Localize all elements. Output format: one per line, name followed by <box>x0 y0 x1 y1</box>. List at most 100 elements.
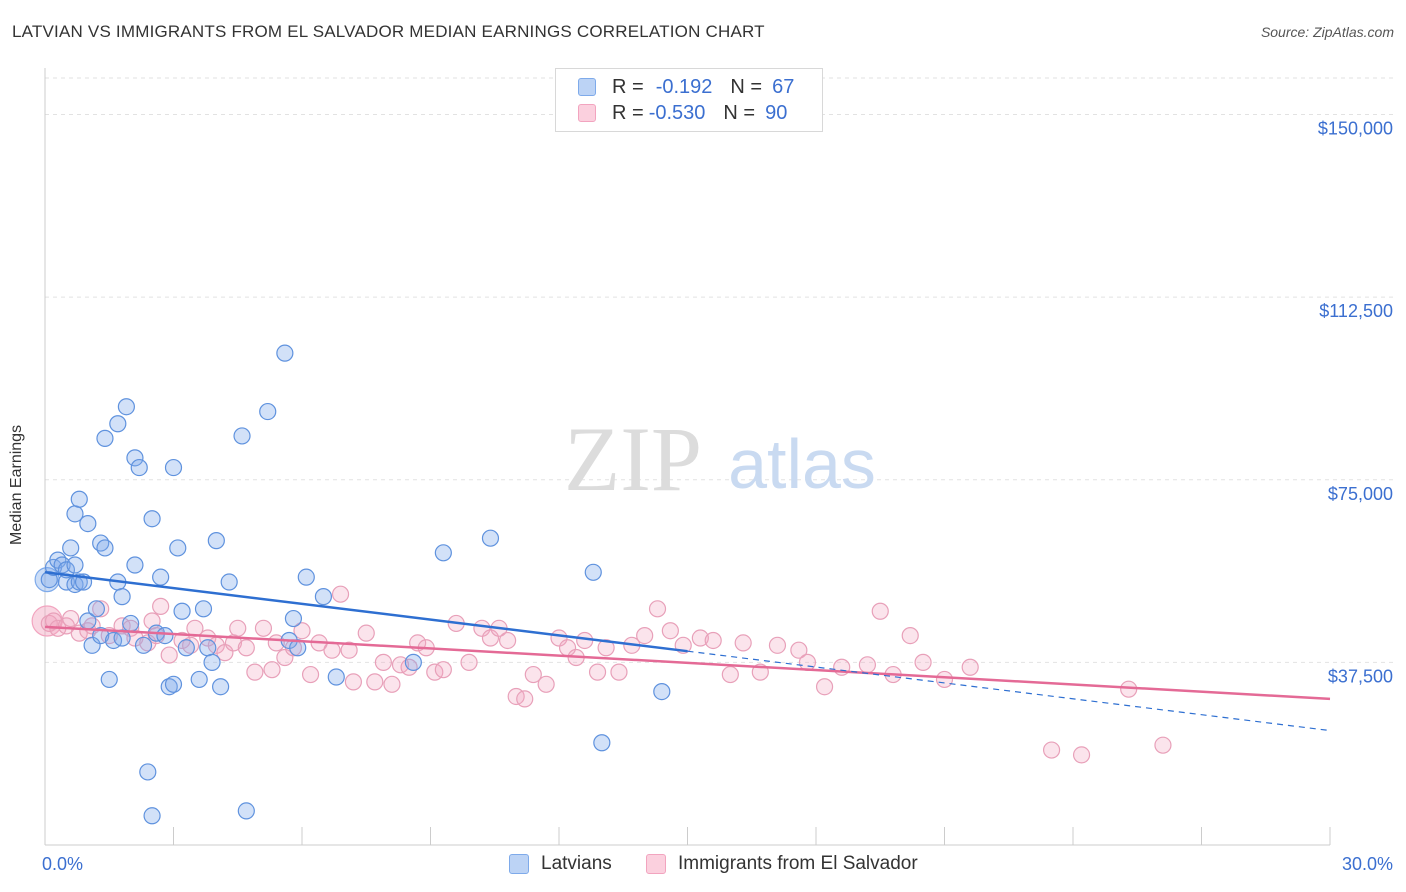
salvador-point <box>734 634 752 652</box>
latvians-swatch <box>509 854 529 874</box>
legend-r-value: -0.530 <box>648 101 706 124</box>
latvian-point <box>404 653 422 671</box>
salvador-point <box>340 641 358 659</box>
legend-n-label: N = <box>730 75 763 98</box>
watermark: ZIP atlas <box>564 408 876 510</box>
salvador-point <box>263 661 281 679</box>
legend-n-value: 67 <box>772 75 795 98</box>
legend-latvians-label: Latvians <box>541 853 612 874</box>
salvador-point <box>499 631 517 650</box>
watermark-atlas: atlas <box>728 425 876 503</box>
salvador-point <box>588 663 607 681</box>
salvador-point <box>246 663 264 681</box>
salvador-point <box>92 600 110 618</box>
latvian-point <box>169 539 187 557</box>
salvador-trend-line <box>44 625 1331 701</box>
latvian-point <box>164 675 183 693</box>
salvador-point <box>481 629 500 647</box>
salvador-point <box>704 631 722 650</box>
salvador-point <box>276 648 294 667</box>
salvador-point <box>610 663 628 681</box>
axes <box>44 68 1331 846</box>
salvador-point <box>229 619 247 637</box>
latvian-point <box>276 344 294 362</box>
latvian-point <box>190 670 208 689</box>
y-tick-label: $37,500 <box>1328 666 1393 686</box>
latvian-point <box>259 402 277 421</box>
salvador-point <box>152 597 170 615</box>
salvador-swatch <box>578 104 596 122</box>
latvian-point <box>130 458 148 477</box>
latvian-point <box>83 636 101 654</box>
salvador-point <box>798 653 817 671</box>
salvador-point <box>1072 746 1091 764</box>
latvian-point <box>143 510 161 528</box>
latvian-point <box>156 626 174 645</box>
salvador-point <box>935 670 954 689</box>
salvador-point <box>648 600 667 618</box>
salvador-point <box>460 653 478 671</box>
salvador-point <box>914 653 932 671</box>
legend-salvador-label: Immigrants from El Salvador <box>678 853 918 874</box>
salvador-point <box>331 585 350 603</box>
latvian-point <box>199 639 217 657</box>
x-tick-label: 30.0% <box>1342 854 1393 874</box>
legend-r-label: R = <box>612 75 644 98</box>
salvador-point <box>1042 741 1061 759</box>
latvian-point <box>203 653 221 671</box>
salvador-point <box>323 641 341 659</box>
latvian-point <box>314 588 333 606</box>
latvian-point <box>177 639 195 657</box>
salvador-point <box>434 661 452 679</box>
salvador-point <box>961 658 979 676</box>
salvador-point <box>636 626 654 645</box>
latvian-point <box>220 573 238 591</box>
salvador-point <box>374 653 392 671</box>
salvador-point <box>516 690 534 708</box>
latvian-trend-extension <box>687 650 1331 732</box>
salvador-point <box>871 602 889 620</box>
latvian-point <box>593 734 611 752</box>
latvian-point <box>434 544 452 562</box>
latvian-point <box>126 556 144 574</box>
bottom-legend-latvians: Latvians <box>509 851 612 877</box>
salvador-point <box>383 675 401 693</box>
salvador-point <box>1154 736 1172 754</box>
latvian-point <box>79 514 97 533</box>
salvador-point <box>721 665 739 684</box>
salvador-point <box>357 624 375 642</box>
latvian-point <box>297 568 315 586</box>
salvador-point <box>301 665 320 684</box>
latvian-point <box>194 600 213 618</box>
y-tick-label: $75,000 <box>1328 484 1393 504</box>
salvador-point <box>901 626 919 645</box>
latvian-point <box>66 556 84 574</box>
latvian-point <box>284 609 303 628</box>
latvian-point <box>109 415 127 433</box>
salvador-point <box>597 639 615 657</box>
bottom-legend-salvador: Immigrants from El Salvador <box>646 851 918 877</box>
salvador-point <box>344 673 362 691</box>
latvian-trend-line <box>44 571 688 653</box>
latvian-point <box>92 626 110 645</box>
salvador-point <box>858 656 877 674</box>
salvador-point <box>691 629 709 647</box>
latvian-point <box>653 682 671 701</box>
x-tick-label: 0.0% <box>42 854 83 874</box>
latvian-points <box>34 344 671 825</box>
source-label: Source: ZipAtlas.com <box>1260 24 1394 40</box>
latvian-point <box>173 602 191 620</box>
salvador-point <box>768 636 787 654</box>
salvador-point <box>815 678 834 696</box>
latvian-point <box>584 563 602 581</box>
salvador-points <box>31 585 1172 764</box>
latvian-point <box>143 807 161 825</box>
latvian-point <box>126 449 144 467</box>
salvador-point <box>293 622 311 640</box>
latvian-point <box>100 670 118 689</box>
tick-labels: $37,500 $75,000 $112,500 $150,000 0.0% 30.0% <box>42 119 1393 874</box>
latvian-point <box>139 763 157 781</box>
legend-r-label: R = <box>612 101 644 124</box>
salvador-point <box>537 675 555 693</box>
